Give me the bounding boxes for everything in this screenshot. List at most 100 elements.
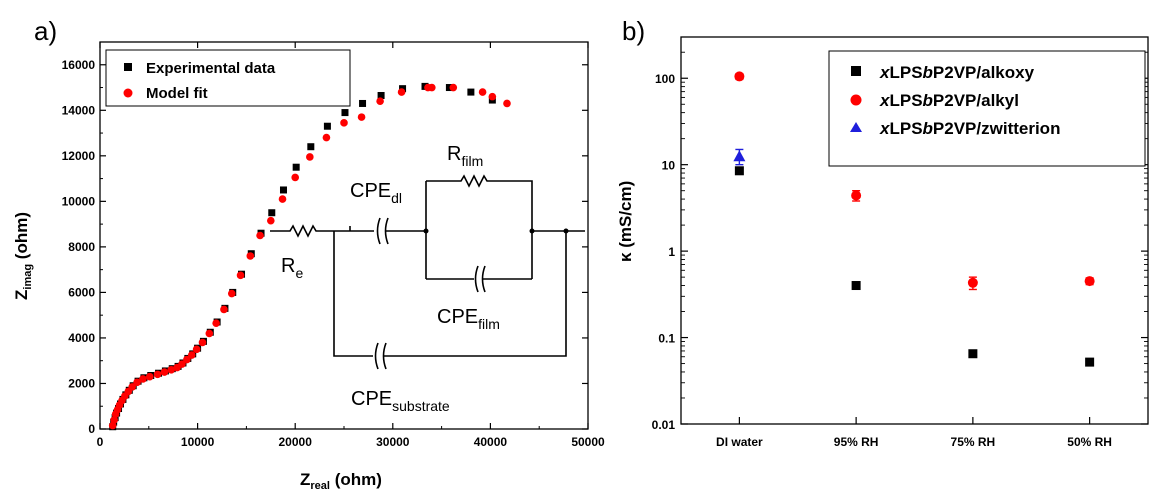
y-tick-label: 16000 xyxy=(62,58,96,72)
model-fit-point xyxy=(192,345,201,354)
model-fit-point xyxy=(488,92,497,101)
y-tick-label: 0 xyxy=(88,422,95,436)
x-tick-label: 0 xyxy=(97,435,104,449)
legend-experimental-marker xyxy=(124,63,132,71)
legend-model-fit-label: Model fit xyxy=(146,85,208,102)
alkoxy-point xyxy=(851,281,861,291)
label-cpe-film: CPEfilm xyxy=(437,306,500,332)
x-tick-label: 10000 xyxy=(181,435,215,449)
model-fit-point xyxy=(110,416,118,424)
experimental-point xyxy=(467,88,475,96)
model-fit-point xyxy=(449,83,458,92)
x-category-label: 75% RH xyxy=(951,435,996,449)
zwitterion-point xyxy=(733,150,746,162)
experimental-point xyxy=(359,99,367,107)
panel-a-legend: Experimental data Model fit xyxy=(105,49,351,107)
panel-b-legend: xLPSbP2VP/alkoxy xLPSbP2VP/alkyl xLPSbP2… xyxy=(828,50,1146,167)
y-tick-label: 100 xyxy=(655,72,675,86)
y-tick-label: 10 xyxy=(662,159,676,173)
model-fit-point xyxy=(340,119,348,127)
panel-b-ticks: 0.01 0.1 1 10 100 DI water 95% RH 75% RH 50% RH xyxy=(652,36,1148,449)
alkoxy-point xyxy=(1085,357,1095,367)
legend-zwitterion-label: xLPSbP2VP/zwitterion xyxy=(879,119,1060,138)
model-fit-point xyxy=(246,252,255,260)
model-fit-point xyxy=(397,88,406,96)
model-fit-point xyxy=(278,195,287,203)
panel-b-label: b) xyxy=(622,16,645,46)
panel-b: b) 0.01 0.1 1 10 100 DI water 95% RH 75% RH 50% … xyxy=(616,16,1149,449)
panel-a-data-points xyxy=(108,82,511,431)
model-fit-point xyxy=(108,421,117,430)
model-fit-point xyxy=(153,370,162,379)
junction-node xyxy=(529,228,535,234)
alkyl-point xyxy=(851,190,862,201)
x-tick-label: 40000 xyxy=(474,435,508,449)
model-fit-point xyxy=(376,97,384,105)
model-fit-point xyxy=(183,355,191,364)
model-fit-point xyxy=(212,319,220,327)
model-fit-point xyxy=(220,305,228,314)
panel-b-plot-frame xyxy=(680,36,1149,425)
y-tick-label: 12000 xyxy=(62,149,96,163)
panel-a-ticks: 0 10000 20000 30000 40000 50000 0 2000 4000 6000 8… xyxy=(62,42,605,449)
y-tick-label: 14000 xyxy=(62,103,96,117)
model-fit-point xyxy=(236,271,245,280)
label-re: Re xyxy=(281,255,303,281)
model-fit-point xyxy=(139,375,147,383)
panel-b-data-points xyxy=(733,71,1095,367)
y-tick-label: 0.01 xyxy=(652,418,676,432)
x-tick-label: 20000 xyxy=(279,435,313,449)
model-fit-point xyxy=(145,372,154,381)
experimental-point xyxy=(341,109,349,117)
y-tick-label: 10000 xyxy=(62,194,96,208)
legend-alkoxy-marker xyxy=(851,66,861,76)
alkyl-point xyxy=(1084,276,1095,287)
model-fit-point xyxy=(133,378,141,387)
cpe-dl xyxy=(350,217,426,245)
equivalent-circuit: Re CPEdl Rfilm CPEfilm CPEsubstrate xyxy=(270,143,585,414)
panel-b-legend-box xyxy=(828,50,1146,167)
panel-a-y-axis-label: Zimag (ohm) xyxy=(12,212,34,300)
model-fit-point xyxy=(160,368,169,376)
resistor-re xyxy=(270,224,350,238)
experimental-point xyxy=(279,186,287,194)
junction-node xyxy=(423,228,429,234)
x-category-label: 50% RH xyxy=(1067,435,1112,449)
label-cpe-substrate: CPEsubstrate xyxy=(351,388,450,414)
alkyl-point xyxy=(967,277,978,288)
resistor-rfilm xyxy=(425,174,533,279)
cpe-substrate xyxy=(333,231,567,370)
legend-alkoxy-label: xLPSbP2VP/alkoxy xyxy=(879,63,1035,82)
alkoxy-point xyxy=(968,349,978,359)
model-fit-point xyxy=(227,289,236,298)
junction-node xyxy=(563,228,569,234)
model-fit-point xyxy=(428,83,436,92)
panel-a-x-axis-label: Zreal (ohm) xyxy=(300,470,382,492)
model-fit-point xyxy=(178,360,186,368)
x-category-label: DI water xyxy=(716,435,763,449)
panel-a-label: a) xyxy=(34,16,57,46)
model-fit-point xyxy=(187,351,196,359)
model-fit-point xyxy=(357,113,366,121)
y-tick-label: 6000 xyxy=(68,285,95,299)
alkoxy-point xyxy=(734,166,744,176)
legend-zwitterion-marker xyxy=(850,122,862,132)
model-fit-point xyxy=(478,88,487,96)
model-fit-point xyxy=(167,366,176,374)
panel-b-y-axis-label: κ (mS/cm) xyxy=(616,181,635,262)
x-tick-label: 30000 xyxy=(376,435,410,449)
x-category-label: 95% RH xyxy=(834,435,879,449)
legend-model-fit-marker xyxy=(123,88,133,98)
legend-alkyl-label: xLPSbP2VP/alkyl xyxy=(879,91,1019,110)
model-fit-point xyxy=(256,231,264,240)
y-tick-label: 1 xyxy=(668,245,675,259)
legend-alkyl-marker xyxy=(850,94,862,106)
alkyl-point xyxy=(734,71,745,82)
experimental-point xyxy=(307,143,315,151)
model-fit-point xyxy=(306,153,314,161)
y-tick-label: 4000 xyxy=(68,331,95,345)
label-rfilm: Rfilm xyxy=(447,143,483,169)
model-fit-point xyxy=(198,338,207,347)
model-fit-point xyxy=(291,173,300,182)
x-tick-label: 50000 xyxy=(571,435,605,449)
